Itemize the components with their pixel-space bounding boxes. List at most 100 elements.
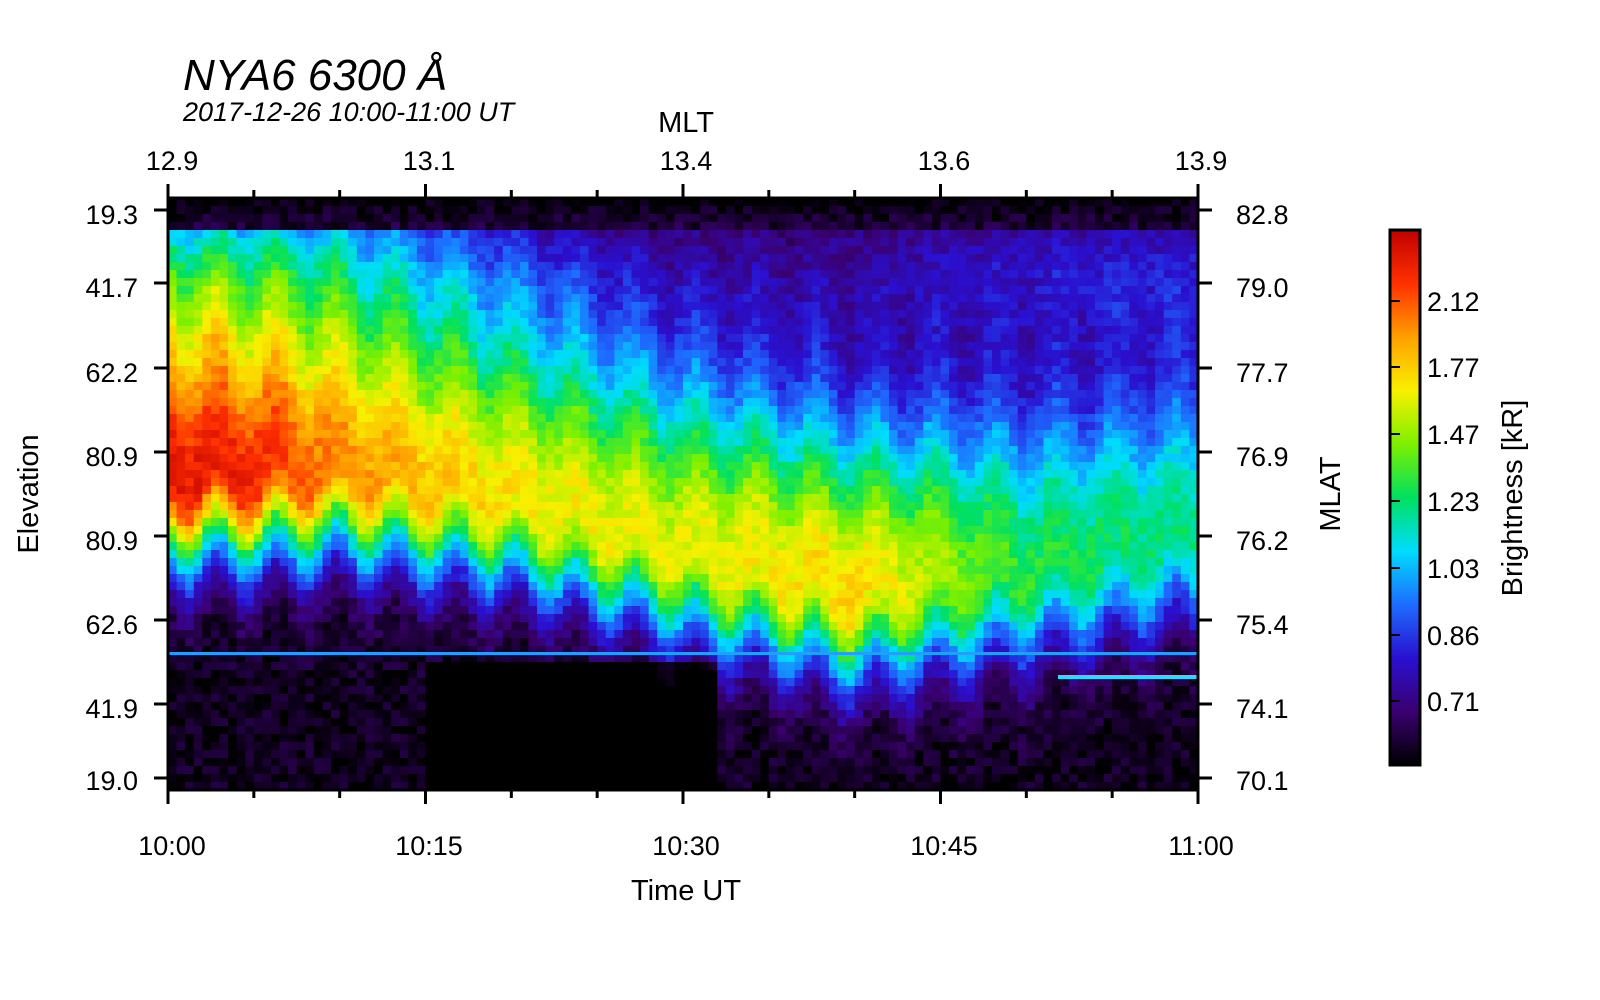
heatmap-cell (485, 550, 495, 559)
heatmap-cell (640, 262, 650, 271)
heatmap-cell (640, 718, 650, 727)
heatmap-cell (580, 694, 590, 703)
heatmap-cell (253, 598, 264, 607)
heatmap-cell (665, 542, 676, 551)
heatmap-cell (485, 334, 495, 343)
heatmap-cell (700, 750, 710, 759)
heatmap-cell (631, 438, 641, 447)
heatmap-cell (528, 774, 538, 783)
heatmap-cell (228, 366, 238, 375)
heatmap-cell (219, 278, 229, 287)
heatmap-cell (262, 542, 272, 551)
heatmap-cell (382, 358, 392, 367)
heatmap-cell (176, 246, 186, 255)
heatmap-cell (425, 478, 435, 487)
heatmap-cell (648, 222, 658, 231)
heatmap-cell (296, 774, 306, 783)
heatmap-cell (485, 310, 495, 319)
heatmap-cell (391, 614, 401, 623)
heatmap-cell (356, 246, 367, 255)
heatmap-cell (228, 566, 238, 575)
heatmap-cell (631, 782, 641, 791)
heatmap-cell (253, 758, 264, 767)
heatmap-cell (425, 742, 435, 751)
heatmap-cell (605, 550, 615, 559)
heatmap-cell (511, 670, 521, 679)
heatmap-cell (528, 606, 538, 615)
heatmap-cell (245, 390, 255, 399)
heatmap-cell (468, 646, 478, 655)
heatmap-cell (356, 326, 367, 335)
heatmap-cell (614, 678, 624, 687)
heatmap-cell (228, 622, 238, 631)
heatmap-cell (313, 310, 324, 319)
heatmap-cell (494, 326, 504, 335)
heatmap-cell (622, 702, 633, 711)
heatmap-cell (468, 294, 478, 303)
heatmap-cell (631, 582, 641, 591)
heatmap-cell (313, 294, 324, 303)
heatmap-cell (185, 326, 195, 335)
heatmap-cell (322, 366, 332, 375)
heatmap-cell (743, 230, 753, 239)
heatmap-cell (691, 558, 701, 567)
heatmap-cell (399, 518, 409, 527)
heatmap-cell (416, 726, 427, 735)
heatmap-cell (665, 614, 676, 623)
heatmap-cell (374, 246, 384, 255)
heatmap-cell (485, 350, 495, 359)
heatmap-cell (442, 358, 452, 367)
heatmap-cell (168, 774, 178, 783)
heatmap-cell (674, 238, 684, 247)
heatmap-cell (288, 734, 298, 743)
heatmap-cell (236, 534, 246, 543)
heatmap-cell (511, 614, 521, 623)
heatmap-cell (562, 718, 573, 727)
heatmap-cell (622, 398, 633, 407)
heatmap-cell (614, 654, 624, 663)
heatmap-cell (451, 214, 461, 223)
heatmap-cell (614, 342, 624, 351)
heatmap-cell (408, 334, 418, 343)
heatmap-cell (683, 718, 693, 727)
heatmap-cell (519, 326, 530, 335)
heatmap-cell (408, 230, 418, 239)
heatmap-cell (236, 318, 246, 327)
heatmap-cell (605, 430, 615, 439)
heatmap-cell (734, 758, 744, 767)
heatmap-cell (245, 670, 255, 679)
heatmap-cell (236, 494, 246, 503)
heatmap-cell (725, 382, 736, 391)
heatmap-cell (236, 382, 246, 391)
heatmap-cell (614, 486, 624, 495)
heatmap-cell (537, 750, 547, 759)
heatmap-cell (502, 726, 512, 735)
heatmap-cell (683, 198, 693, 207)
heatmap-cell (571, 422, 581, 431)
heatmap-cell (477, 454, 487, 463)
heatmap-cell (339, 478, 349, 487)
heatmap-cell (683, 702, 693, 711)
heatmap-cell (571, 398, 581, 407)
heatmap-cell (665, 638, 676, 647)
heatmap-cell (528, 614, 538, 623)
heatmap-cell (717, 494, 727, 503)
heatmap-cell (425, 686, 435, 695)
heatmap-cell (725, 526, 736, 535)
heatmap-cell (331, 550, 341, 559)
heatmap-cell (665, 310, 676, 319)
heatmap-cell (288, 534, 298, 543)
heatmap-cell (313, 470, 324, 479)
heatmap-cell (374, 782, 384, 791)
heatmap-cell (562, 694, 573, 703)
heatmap-cell (399, 478, 409, 487)
heatmap-cell (168, 534, 178, 543)
heatmap-cell (477, 238, 487, 247)
heatmap-cell (399, 654, 409, 663)
heatmap-cell (700, 222, 710, 231)
heatmap-cell (425, 734, 435, 743)
heatmap-cell (588, 454, 598, 463)
heatmap-cell (305, 294, 315, 303)
heatmap-cell (313, 702, 324, 711)
heatmap-cell (459, 742, 470, 751)
